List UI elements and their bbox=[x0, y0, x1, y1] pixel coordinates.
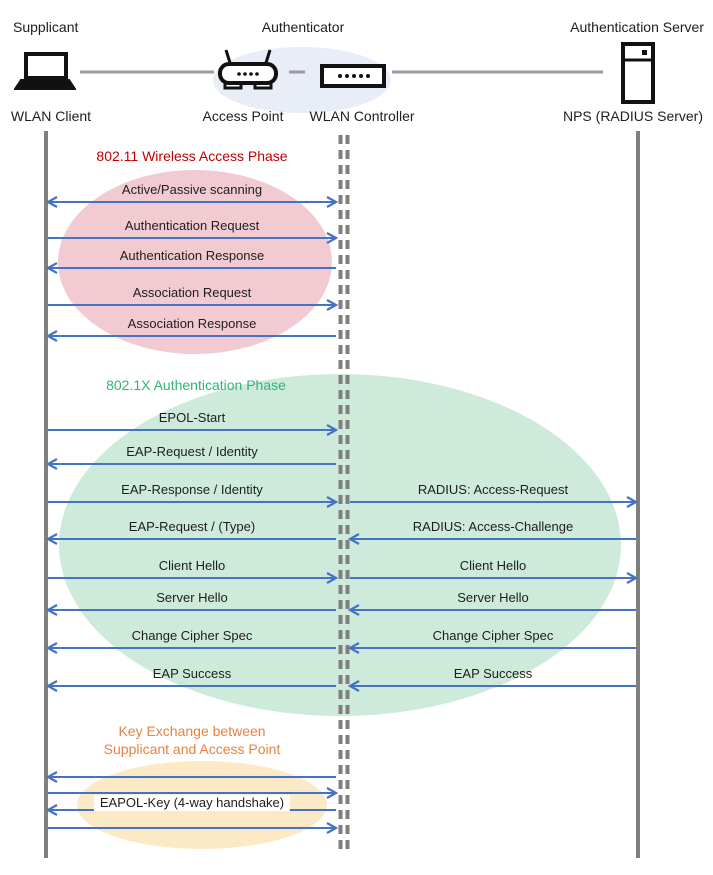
access-point-icon bbox=[216, 48, 280, 92]
role-authentication-server: Authentication Server bbox=[570, 19, 704, 35]
device-label-wlan-client: WLAN Client bbox=[10, 108, 92, 124]
role-authenticator: Authenticator bbox=[261, 19, 345, 35]
laptop-icon bbox=[13, 52, 77, 93]
device-label-access-point: Access Point bbox=[202, 108, 284, 124]
device-label-wlan-controller: WLAN Controller bbox=[309, 108, 415, 124]
wlan-controller-icon bbox=[320, 64, 386, 88]
device-label-nps-radius-server: NPS (RADIUS Server) bbox=[562, 108, 704, 124]
role-supplicant: Supplicant bbox=[13, 19, 79, 35]
server-icon bbox=[621, 42, 655, 104]
